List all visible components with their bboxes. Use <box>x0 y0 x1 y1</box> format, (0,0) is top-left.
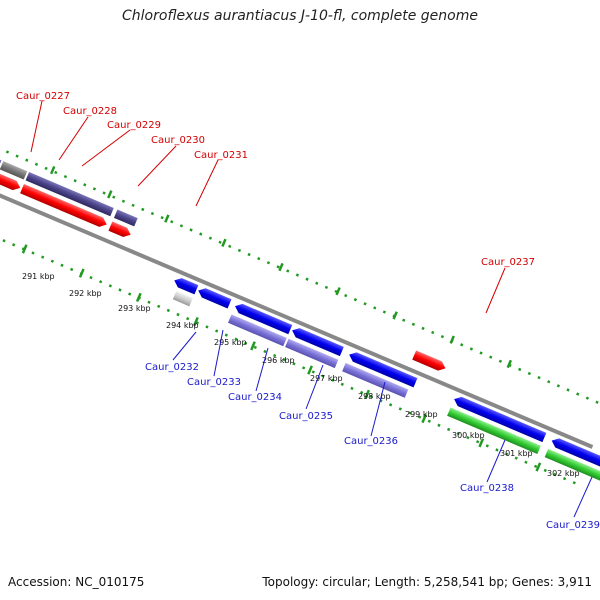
cds-caur-0229 <box>0 173 21 191</box>
gene-label: Caur_0233 <box>187 377 241 388</box>
accession-text: Accession: NC_010175 <box>8 575 145 589</box>
bottom-gene-labels: Caur_0232 Caur_0233 Caur_0234 Caur_0235 … <box>145 362 600 531</box>
cds-caur-0234 <box>235 303 293 335</box>
tick-label: 297 kbp <box>310 374 343 383</box>
inner-major-ticks <box>21 244 542 472</box>
feature-caur-0239 <box>544 448 600 481</box>
gene-label: Caur_0239 <box>546 520 600 531</box>
feature-caur-0229 <box>0 161 28 180</box>
genome-backbone <box>0 148 594 449</box>
tick-label: 298 kbp <box>358 392 391 401</box>
cds-caur-0235 <box>292 328 344 357</box>
cds-caur-0230 <box>20 184 107 227</box>
tick-label-group: 291 kbp 292 kbp 293 kbp 294 kbp 295 kbp … <box>22 272 580 478</box>
tick-label: 296 kbp <box>262 356 295 365</box>
gene-label: Caur_0232 <box>145 362 199 373</box>
gene-label: Caur_0228 <box>63 106 117 117</box>
genome-summary-text: Topology: circular; Length: 5,258,541 bp… <box>262 575 592 589</box>
outer-tick-ring <box>0 109 600 409</box>
feature-caur-0232 <box>172 291 193 307</box>
outer-major-ticks <box>50 165 513 369</box>
gene-label: Caur_0236 <box>344 436 398 447</box>
tick-label: 302 kbp <box>547 469 580 478</box>
gene-label: Caur_0229 <box>107 120 161 131</box>
tick-label: 300 kbp <box>452 431 485 440</box>
cds-caur-0239 <box>551 438 600 469</box>
feature-caur-0236 <box>342 362 409 398</box>
gene-label: Caur_0234 <box>228 392 282 403</box>
inner-tick-ring <box>0 185 578 485</box>
feature-caur-0230 <box>25 172 114 217</box>
cds-caur-0233 <box>198 288 232 309</box>
cds-caur-0231 <box>108 221 131 237</box>
tick-label: 293 kbp <box>118 304 151 313</box>
map-title: Chloroflexus aurantiacus J-10-fl, comple… <box>122 8 478 24</box>
tick-label: 295 kbp <box>214 338 247 347</box>
cds-caur-0237 <box>412 350 446 371</box>
gene-label: Caur_0238 <box>460 483 514 494</box>
feature-caur-0231 <box>113 209 138 227</box>
tick-label: 294 kbp <box>166 321 199 330</box>
tick-label: 301 kbp <box>500 449 533 458</box>
gene-label: Caur_0235 <box>279 411 333 422</box>
gene-label: Caur_0227 <box>16 91 70 102</box>
cds-caur-0232 <box>174 278 199 295</box>
genome-track <box>0 109 600 485</box>
tick-label: 292 kbp <box>69 289 102 298</box>
tick-label: 291 kbp <box>22 272 55 281</box>
top-label-leaders <box>30 100 506 314</box>
gene-label: Caur_0231 <box>194 150 248 161</box>
gene-label: Caur_0237 <box>481 257 535 268</box>
cds-caur-0236 <box>349 352 418 388</box>
gene-label: Caur_0230 <box>151 135 205 146</box>
cds-caur-0238 <box>454 396 547 443</box>
feature-caur-0235 <box>285 338 339 369</box>
tick-label: 299 kbp <box>405 410 438 419</box>
top-gene-labels: Caur_0227 Caur_0228 Caur_0229 Caur_0230 … <box>16 91 535 268</box>
feature-caur-0234 <box>228 314 287 347</box>
feature-caur-0238 <box>447 407 541 455</box>
bottom-label-leaders <box>172 329 593 518</box>
